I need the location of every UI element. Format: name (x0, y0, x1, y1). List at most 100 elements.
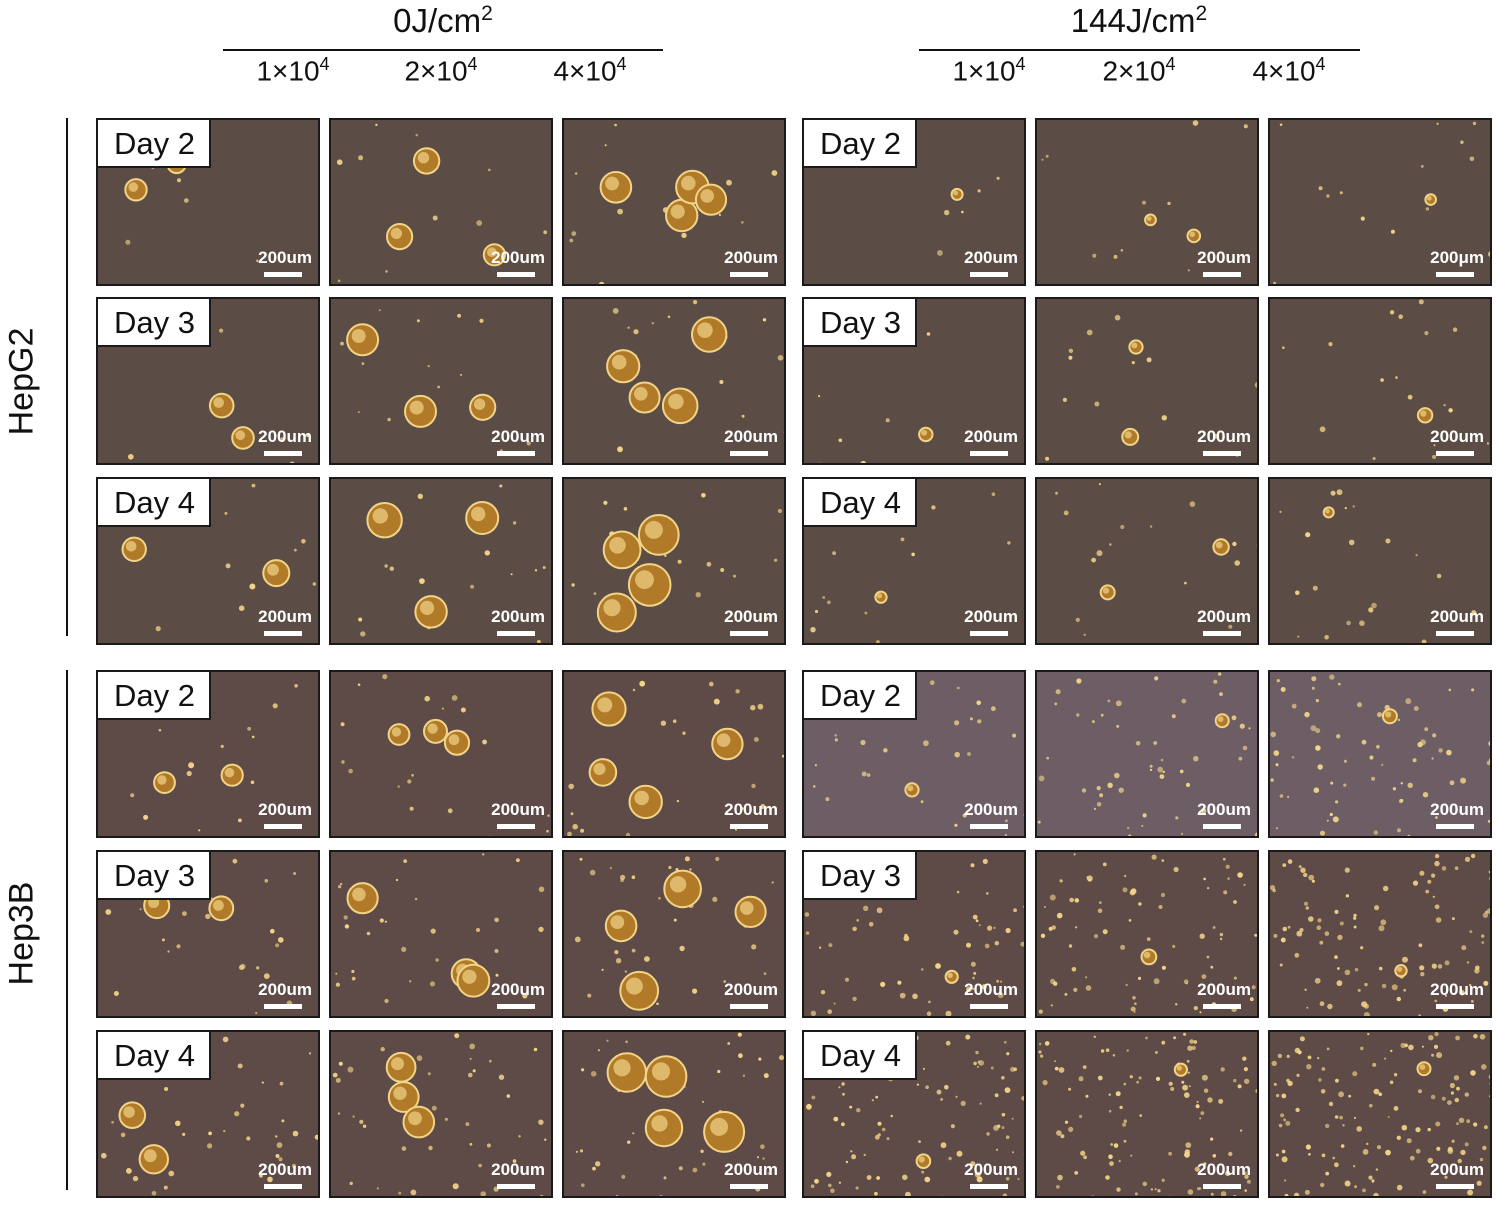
scale-bar-label: 200um (1197, 427, 1251, 446)
row-label-hep3b: Hep3B (2, 881, 41, 986)
micrograph-panel: Day 3 200um (96, 297, 320, 465)
micrograph-panel: 200um (329, 477, 553, 645)
micrograph-panel: Day 3 200um (96, 850, 320, 1018)
scale-bar (730, 824, 768, 829)
scale-bar-label: 200um (258, 607, 312, 626)
scale-bar-label: 200um (258, 427, 312, 446)
micrograph-image (331, 852, 551, 1016)
micrograph-panel: 200um (1268, 670, 1492, 838)
scale-bar-label: 200um (491, 1160, 545, 1179)
scale-bar-label: 200um (964, 248, 1018, 267)
scale-bar (970, 1004, 1008, 1009)
scale-bar (497, 1184, 535, 1189)
scale-bar-label: 200um (1430, 800, 1484, 819)
micrograph-panel: 200μm (1268, 118, 1492, 286)
micrograph-image (1270, 479, 1490, 643)
scale-bar-label: 200um (724, 800, 778, 819)
micrograph-image (1270, 299, 1490, 463)
scale-bar-label: 200um (724, 427, 778, 446)
scale-bar (970, 1184, 1008, 1189)
micrograph-panel: 200um (1268, 850, 1492, 1018)
micrograph-image (331, 479, 551, 643)
scale-bar-label: 200um (1430, 427, 1484, 446)
micrograph-panel: Day 2 200um (96, 670, 320, 838)
micrograph-panel: 200um (1035, 1030, 1259, 1198)
micrograph-panel: 200um (1268, 477, 1492, 645)
micrograph-panel: Day 3 200um (802, 297, 1026, 465)
micrograph-image (1037, 299, 1257, 463)
scale-bar-label: 200μm (1430, 248, 1484, 267)
hepg2-bracket-line (66, 118, 68, 636)
scale-bar (730, 451, 768, 456)
scale-bar (970, 824, 1008, 829)
scale-bar-label: 200um (1197, 980, 1251, 999)
micrograph-image (1037, 120, 1257, 284)
scale-bar (1436, 451, 1474, 456)
micrograph-panel: Day 4 200um (802, 1030, 1026, 1198)
micrograph-panel: 200um (1035, 670, 1259, 838)
micrograph-image (564, 672, 784, 836)
scale-bar (1436, 1004, 1474, 1009)
scale-bar (1436, 272, 1474, 277)
scale-bar (264, 1004, 302, 1009)
density-label-144J-1: 1×104 (952, 54, 1026, 87)
micrograph-image (1270, 852, 1490, 1016)
micrograph-panel: Day 4 200um (802, 477, 1026, 645)
micrograph-image (331, 120, 551, 284)
hep3b-bracket-line (66, 670, 68, 1190)
scale-bar-label: 200um (1197, 248, 1251, 267)
day-label: Day 2 (804, 120, 917, 168)
scale-bar (1436, 631, 1474, 636)
micrograph-panel: 200um (1035, 477, 1259, 645)
micrograph-panel: Day 2 200um (802, 118, 1026, 286)
scale-bar (497, 1004, 535, 1009)
scale-bar-label: 200um (1430, 980, 1484, 999)
scale-bar (1203, 631, 1241, 636)
micrograph-panel: 200um (329, 1030, 553, 1198)
scale-bar-label: 200um (1430, 607, 1484, 626)
micrograph-image (1270, 1032, 1490, 1196)
day-label: Day 3 (98, 299, 211, 347)
scale-bar (497, 451, 535, 456)
micrograph-panel: 200um (329, 118, 553, 286)
scale-bar-label: 200um (258, 248, 312, 267)
scale-bar (970, 451, 1008, 456)
day-label: Day 4 (804, 1032, 917, 1080)
scale-bar-label: 200um (258, 800, 312, 819)
micrograph-image (1270, 672, 1490, 836)
micrograph-image (564, 852, 784, 1016)
scale-bar (1436, 824, 1474, 829)
micrograph-image (1037, 672, 1257, 836)
density-label-0J-1: 1×104 (256, 54, 330, 87)
micrograph-panel: 200um (1268, 297, 1492, 465)
scale-bar (970, 272, 1008, 277)
scale-bar (497, 631, 535, 636)
scale-bar-label: 200um (724, 1160, 778, 1179)
scale-bar (1436, 1184, 1474, 1189)
micrograph-panel: 200um (1035, 850, 1259, 1018)
scale-bar-label: 200um (491, 607, 545, 626)
day-label: Day 2 (98, 672, 211, 720)
scale-bar-label: 200um (964, 1160, 1018, 1179)
scale-bar-label: 200um (724, 248, 778, 267)
scale-bar-label: 200um (1197, 607, 1251, 626)
day-label: Day 4 (98, 1032, 211, 1080)
scale-bar-label: 200um (724, 607, 778, 626)
scale-bar (264, 824, 302, 829)
micrograph-image (564, 120, 784, 284)
scale-bar (264, 631, 302, 636)
density-label-144J-2: 2×104 (1102, 54, 1176, 87)
micrograph-panel: 200um (1035, 118, 1259, 286)
density-label-0J-3: 4×104 (553, 54, 627, 87)
scale-bar-label: 200um (1197, 800, 1251, 819)
micrograph-panel: 200um (562, 670, 786, 838)
scale-bar-label: 200um (491, 800, 545, 819)
row-label-hepg2: HepG2 (2, 327, 41, 436)
micrograph-image (1037, 479, 1257, 643)
scale-bar-label: 200um (964, 607, 1018, 626)
group-title-144J: 144J/cm2 (1070, 2, 1208, 39)
micrograph-panel: 200um (562, 118, 786, 286)
scale-bar (497, 824, 535, 829)
scale-bar (497, 272, 535, 277)
micrograph-panel: 200um (1035, 297, 1259, 465)
